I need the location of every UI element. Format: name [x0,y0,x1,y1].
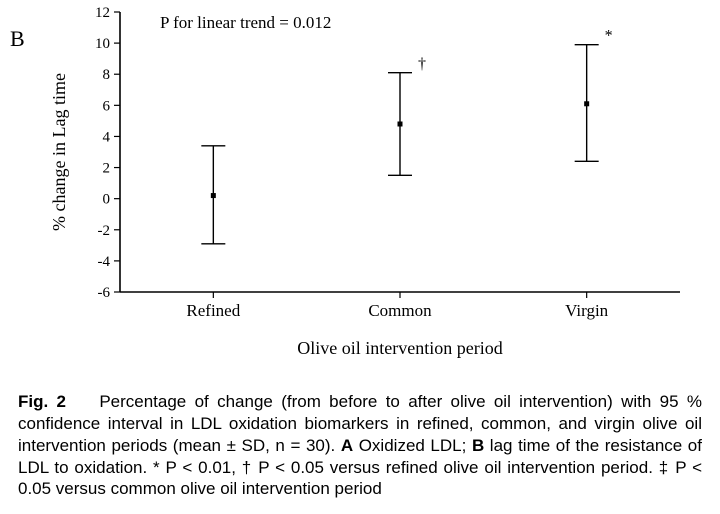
svg-text:*: * [605,28,613,45]
svg-text:Refined: Refined [186,301,240,320]
caption-text-a: Oxidized LDL; [353,436,472,455]
svg-text:10: 10 [95,36,110,52]
svg-text:0: 0 [103,192,111,208]
lagtime-chart: -6 -4 -2 0 2 4 6 8 10 12 Refined Common Virgin % chan… [0,0,720,360]
figure-caption: Fig. 2 Percentage of change (from before… [18,391,702,500]
svg-text:Olive oil intervention period: Olive oil intervention period [297,338,502,358]
svg-text:-6: -6 [98,285,111,301]
svg-text:2: 2 [103,161,111,177]
svg-text:% change in Lag time: % change in Lag time [49,73,69,231]
svg-text:12: 12 [95,5,110,21]
svg-text:†: † [418,56,426,73]
svg-text:-2: -2 [98,223,111,239]
svg-text:4: 4 [103,129,111,145]
svg-text:6: 6 [103,98,111,114]
svg-text:Virgin: Virgin [565,301,609,320]
caption-spacer [74,392,99,411]
caption-a-label: A [341,436,353,455]
caption-b-label: B [472,436,484,455]
svg-text:Common: Common [368,301,432,320]
caption-fig-label: Fig. 2 [18,392,66,411]
svg-text:8: 8 [103,67,111,83]
svg-text:-4: -4 [98,254,111,270]
svg-text:P for linear trend = 0.012: P for linear trend = 0.012 [160,13,331,32]
